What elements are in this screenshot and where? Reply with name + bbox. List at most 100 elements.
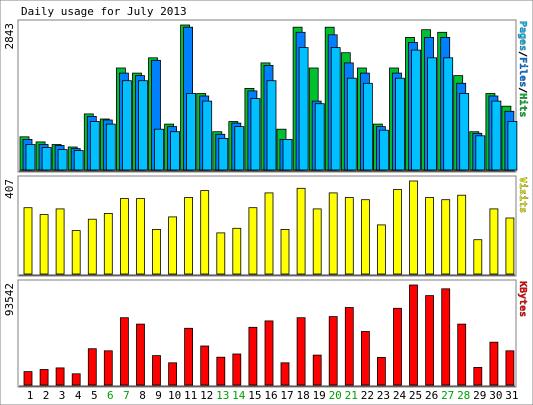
bar-kbytes-day-23: [376, 356, 386, 386]
day-label-20: 20: [329, 389, 342, 402]
bar-kbytes-day-20: [328, 316, 338, 386]
bar-visits-day-19: [312, 208, 322, 275]
bar-visits-day-21: [344, 197, 354, 275]
bar-kbytes-day-19: [312, 354, 322, 386]
chart-title: Daily usage for July 2013: [21, 5, 187, 18]
bar-visits-day-14: [232, 227, 242, 275]
bar-kbytes-day-7: [120, 317, 129, 386]
bar-visits-day-9: [152, 228, 161, 275]
bar-pages-day-8: [138, 80, 148, 171]
panel-visits: 407 Visits: [3, 175, 529, 277]
bar-visits-day-10: [168, 216, 178, 275]
day-label-2: 2: [43, 389, 50, 402]
bar-visits-day-27: [441, 199, 451, 275]
bar-visits-day-1: [23, 207, 33, 275]
day-label-19: 19: [313, 389, 326, 402]
bar-pages-day-6: [105, 123, 116, 171]
legend-entry: KBytes: [517, 281, 528, 317]
bar-kbytes-day-21: [344, 307, 354, 386]
bar-pages-day-31: [507, 121, 518, 171]
bar-visits-day-22: [360, 199, 370, 275]
bar-kbytes-day-17: [280, 362, 290, 386]
bar-kbytes-day-3: [55, 367, 65, 386]
bar-kbytes-day-26: [425, 295, 435, 386]
legend-entry: Visits: [517, 177, 529, 213]
day-label-12: 12: [200, 389, 213, 402]
bar-kbytes-day-16: [264, 320, 274, 386]
bar-visits-day-17: [280, 228, 290, 275]
bar-pages-day-30: [491, 100, 502, 171]
bar-pages-day-21: [346, 77, 357, 171]
bar-visits-day-28: [457, 194, 467, 275]
legend-entry: /: [517, 51, 528, 57]
bar-visits-day-5: [87, 218, 97, 275]
day-label-22: 22: [361, 389, 374, 402]
day-label-18: 18: [296, 389, 309, 402]
bar-pages-day-28: [459, 93, 470, 171]
bar-visits-day-3: [55, 208, 65, 275]
bar-visits-day-29: [473, 239, 483, 275]
day-label-9: 9: [155, 389, 162, 402]
day-label-13: 13: [216, 389, 229, 402]
bar-pages-day-22: [362, 82, 373, 171]
bar-pages-day-12: [202, 100, 213, 171]
day-label-11: 11: [184, 389, 197, 402]
bar-pages-day-14: [234, 126, 245, 171]
legend-entry: Files: [517, 57, 529, 87]
panel-legend: KBytes: [517, 281, 528, 317]
bar-visits-day-2: [39, 214, 49, 275]
bar-kbytes-day-8: [136, 323, 145, 386]
bar-kbytes-day-13: [216, 356, 226, 386]
bar-visits-day-20: [328, 192, 338, 275]
panel-max-label: 2843: [3, 23, 16, 50]
bar-kbytes-day-30: [489, 341, 499, 386]
bar-pages-day-29: [475, 135, 486, 171]
bar-kbytes-day-4: [71, 373, 81, 386]
legend-entry: Hits: [517, 93, 529, 117]
bar-kbytes-day-11: [184, 327, 194, 386]
bar-kbytes-day-12: [200, 345, 210, 386]
bar-pages-day-9: [154, 128, 164, 171]
day-label-25: 25: [409, 389, 422, 402]
bar-visits-day-26: [425, 197, 435, 275]
bar-kbytes-day-14: [232, 353, 242, 386]
bar-pages-day-18: [298, 47, 309, 171]
bar-visits-day-7: [120, 198, 129, 275]
bar-pages-day-26: [427, 57, 438, 171]
day-axis-labels: 1 2 3 4 5 6 7 8 9 10 11 12 13 14 15 16 17 18 19 20 21 22 23 24 2…: [27, 389, 519, 402]
legend-entry: Pages: [517, 21, 528, 51]
bar-pages-day-17: [282, 138, 293, 171]
bar-kbytes-day-1: [23, 371, 33, 386]
bar-visits-day-25: [409, 180, 418, 275]
bar-kbytes-day-22: [360, 331, 370, 386]
bar-visits-day-18: [296, 187, 306, 275]
bar-pages-day-16: [266, 80, 277, 171]
bar-visits-day-16: [264, 192, 274, 275]
bar-pages-day-11: [186, 93, 197, 171]
bar-pages-day-15: [250, 98, 261, 171]
bar-pages-day-7: [122, 80, 132, 171]
bar-visits-day-30: [489, 208, 499, 275]
bar-pages-day-4: [73, 150, 84, 171]
bar-kbytes-day-6: [103, 350, 113, 386]
day-label-28: 28: [457, 389, 470, 402]
panel-legend: Visits: [517, 177, 529, 213]
day-label-31: 31: [505, 389, 518, 402]
bar-pages-day-23: [378, 129, 389, 171]
day-label-8: 8: [139, 389, 146, 402]
day-label-29: 29: [473, 389, 486, 402]
bar-pages-day-10: [170, 131, 181, 171]
bar-visits-day-23: [376, 224, 386, 275]
series-pages: [25, 47, 518, 171]
bar-visits-day-4: [71, 230, 81, 275]
bar-visits-day-8: [136, 198, 145, 275]
bar-visits-day-12: [200, 190, 210, 275]
day-label-21: 21: [345, 389, 358, 402]
bar-pages-day-24: [395, 77, 405, 171]
day-label-15: 15: [248, 389, 261, 402]
panel-max-label: 93542: [3, 283, 16, 316]
day-label-16: 16: [264, 389, 277, 402]
bar-kbytes-day-5: [87, 348, 97, 386]
